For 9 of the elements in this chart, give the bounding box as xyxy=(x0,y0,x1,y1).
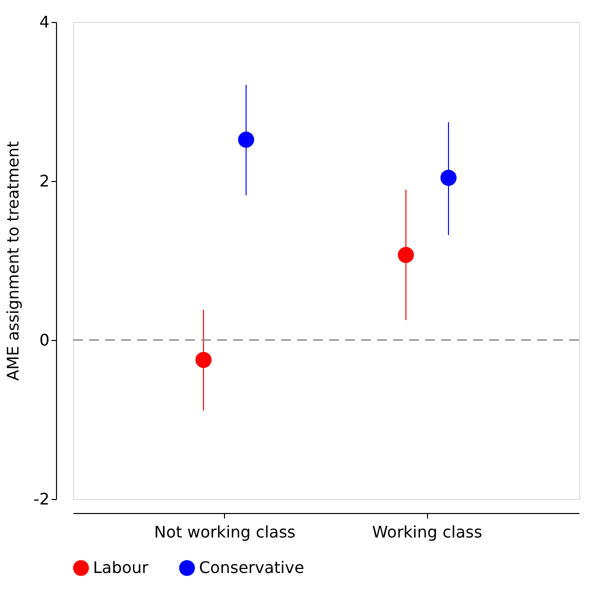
x-tick-label: Working class xyxy=(372,522,482,542)
y-tick-label: 2 xyxy=(39,172,50,190)
y-tick-label: -2 xyxy=(34,490,50,508)
y-axis-title: AME assignment to treatment xyxy=(4,141,23,381)
legend-label: Labour xyxy=(93,558,149,577)
y-tick-label: 4 xyxy=(39,12,50,32)
x-tick-label: Not working class xyxy=(154,522,296,542)
y-tick-label: 0 xyxy=(39,330,50,350)
legend-label: Conservative xyxy=(199,558,304,577)
